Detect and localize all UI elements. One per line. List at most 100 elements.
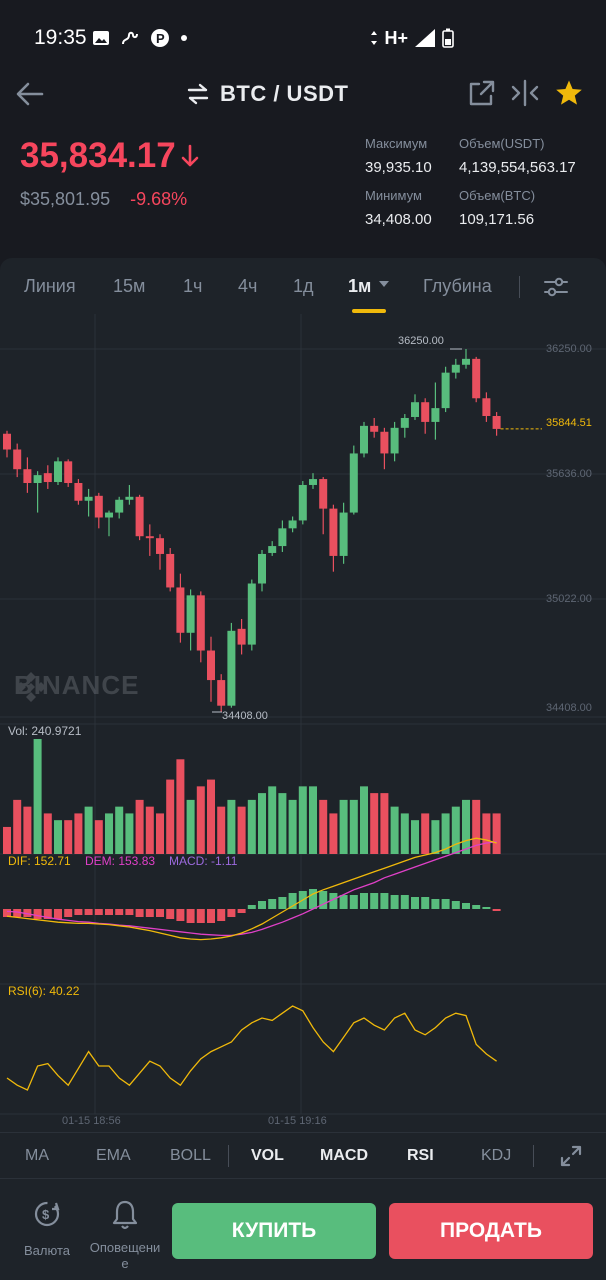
macd-histogram-bar [84,909,93,915]
volume-bar [258,793,266,854]
macd-histogram-bar [237,909,246,913]
macd-histogram-bar [135,909,144,917]
indicator-ma[interactable]: MA [25,1147,49,1164]
candle-body [451,364,460,373]
fullscreen-icon[interactable] [559,1144,583,1168]
back-arrow-icon[interactable] [14,78,46,110]
chart-area[interactable]: 36250.00 35636.00 35022.00 34408.00 3584… [0,314,606,1132]
tab-1h[interactable]: 1ч [183,276,203,296]
buy-button[interactable]: КУПИТЬ [172,1203,376,1259]
indicator-vol[interactable]: VOL [251,1147,284,1164]
macd-histogram-bar [64,909,73,917]
volume-bar [492,813,501,854]
macd-histogram-bar [156,909,164,917]
kline-chart[interactable] [0,314,606,1132]
volume-bar [94,820,103,854]
alerts-label: Оповещение [89,1240,161,1271]
last-price-value: 35,834.17 [20,136,176,175]
tab-line[interactable]: Линия [24,276,76,296]
volume-bar [431,820,440,854]
notification-icons: P [92,27,188,49]
volume-bar [196,786,205,854]
macd-histogram-bar [207,909,215,923]
dif-label: DIF: 152.71 [8,854,71,868]
tab-1d[interactable]: 1д [293,276,314,296]
macd-histogram-bar [94,909,103,915]
high-marker-label: 36250.00 [398,335,444,347]
macd-histogram-bar [247,905,256,909]
volume-bar [115,806,124,854]
volume-bar [390,806,399,854]
pair-title: BTC / USDT [220,81,349,106]
share-icon[interactable] [468,79,496,107]
candle-body [349,453,358,513]
candle-body [421,402,430,422]
ticker-stats: Максимум 39,935.10 Объем(USDT) 4,139,554… [365,136,595,236]
data-arrows-icon [371,31,378,45]
macd-histogram-bar [43,909,52,919]
tab-1m[interactable]: 1м [348,276,390,297]
volume-bar [64,820,73,854]
network-type: H+ [384,27,408,48]
volume-bar [74,813,83,854]
rsi-label: RSI(6): 40.22 [8,984,80,998]
candle-body [268,546,277,553]
indicator-kdj[interactable]: KDJ [481,1147,512,1164]
candle-body [288,520,297,529]
candle-body [380,431,389,454]
price-axis-label: 35636.00 [546,468,592,480]
volume-bar [400,813,409,854]
candle-body [227,630,236,706]
sell-button[interactable]: ПРОДАТЬ [389,1203,593,1259]
last-price: 35,834.17 [20,136,200,176]
macd-histogram-bar [278,897,287,909]
favorite-star-icon[interactable] [554,79,584,107]
candle-body [278,528,287,547]
dem-line [6,841,497,937]
tab-depth[interactable]: Глубина [423,276,492,296]
time-axis-label: 01-15 19:16 [268,1115,327,1127]
swap-icon [187,83,209,105]
candle-body [23,469,32,484]
gallery-icon [93,31,109,45]
candle-body [492,416,501,429]
tab-15m[interactable]: 15м [113,276,146,296]
compare-icon[interactable] [510,79,540,107]
system-icons: H+ [370,27,454,49]
macd-histogram-bar [145,909,154,917]
stat-high: Максимум 39,935.10 [365,136,432,176]
tab-1m-label: 1м [348,276,372,296]
tab-4h[interactable]: 4ч [238,276,258,296]
watermark-text: BINANCE [14,670,140,700]
indicator-boll[interactable]: BOLL [170,1147,211,1164]
currency-exchange-icon: $ [34,1201,60,1227]
macd-histogram-bar [196,909,205,923]
volume-bar [176,759,185,854]
time-axis-label: 01-15 18:56 [62,1115,121,1127]
pair-selector[interactable]: BTC / USDT [186,78,348,110]
candle-body [217,680,226,706]
macd-histogram-bar [492,909,501,911]
wallet-nav[interactable]: $ Валюта [12,1199,82,1259]
candle-body [94,495,103,518]
volume-bar [288,799,297,854]
volume-bar [3,826,11,854]
macd-histogram-bar [176,909,185,921]
volume-bar [156,813,164,854]
tab-divider [519,276,520,298]
status-time: 19:35 [34,26,87,49]
indicator-macd[interactable]: MACD [320,1147,368,1164]
volume-bar [298,786,307,854]
candle-body [125,496,134,500]
chart-settings-icon[interactable] [543,275,569,299]
indicator-rsi[interactable]: RSI [407,1147,434,1164]
macd-histogram-bar [13,909,22,917]
alerts-nav[interactable]: Оповещение [89,1199,161,1272]
parking-icon: P [151,29,169,47]
bottom-bar: $ Валюта Оповещение КУПИТЬ ПРОДАТЬ [0,1178,606,1280]
macd-histogram-bar [105,909,113,915]
indicator-ema[interactable]: EMA [96,1147,131,1164]
candle-body [84,496,93,501]
macd-histogram-bar [125,909,134,915]
volume-bar [411,820,419,854]
